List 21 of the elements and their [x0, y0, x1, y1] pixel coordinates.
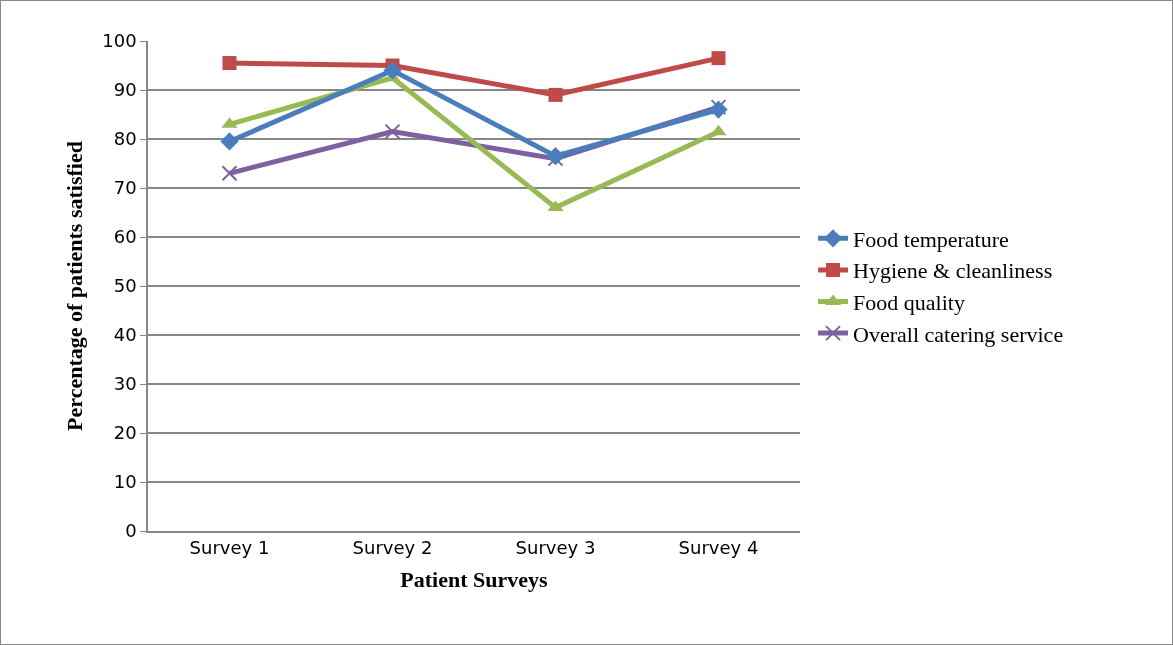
x-tick-label: Survey 2	[352, 537, 433, 559]
y-tick-label: 50	[113, 275, 137, 297]
y-tick-label: 90	[113, 79, 137, 101]
legend-label: Food quality	[853, 290, 965, 316]
y-axis-title: Percentage of patients satisfied	[61, 141, 87, 431]
y-tick-label: 10	[113, 471, 137, 493]
y-tick-label: 60	[113, 226, 137, 248]
legend-label: Food temperature	[853, 226, 1009, 252]
x-tick-label: Survey 3	[515, 537, 596, 559]
y-tick-label: 30	[113, 373, 137, 395]
y-tick-label: 20	[113, 422, 137, 444]
y-tick-label: 0	[125, 520, 137, 542]
y-tick-label: 80	[113, 128, 137, 150]
x-tick-label: Survey 1	[189, 537, 270, 559]
y-tick-label: 40	[113, 324, 137, 346]
legend-label: Overall catering service	[853, 321, 1064, 347]
x-axis-title: Patient Surveys	[400, 566, 549, 592]
y-tick-label: 70	[113, 177, 137, 199]
y-tick-label: 100	[102, 30, 137, 52]
x-tick-label: Survey 4	[678, 537, 759, 559]
legend-label: Hygiene & cleanliness	[853, 258, 1053, 284]
